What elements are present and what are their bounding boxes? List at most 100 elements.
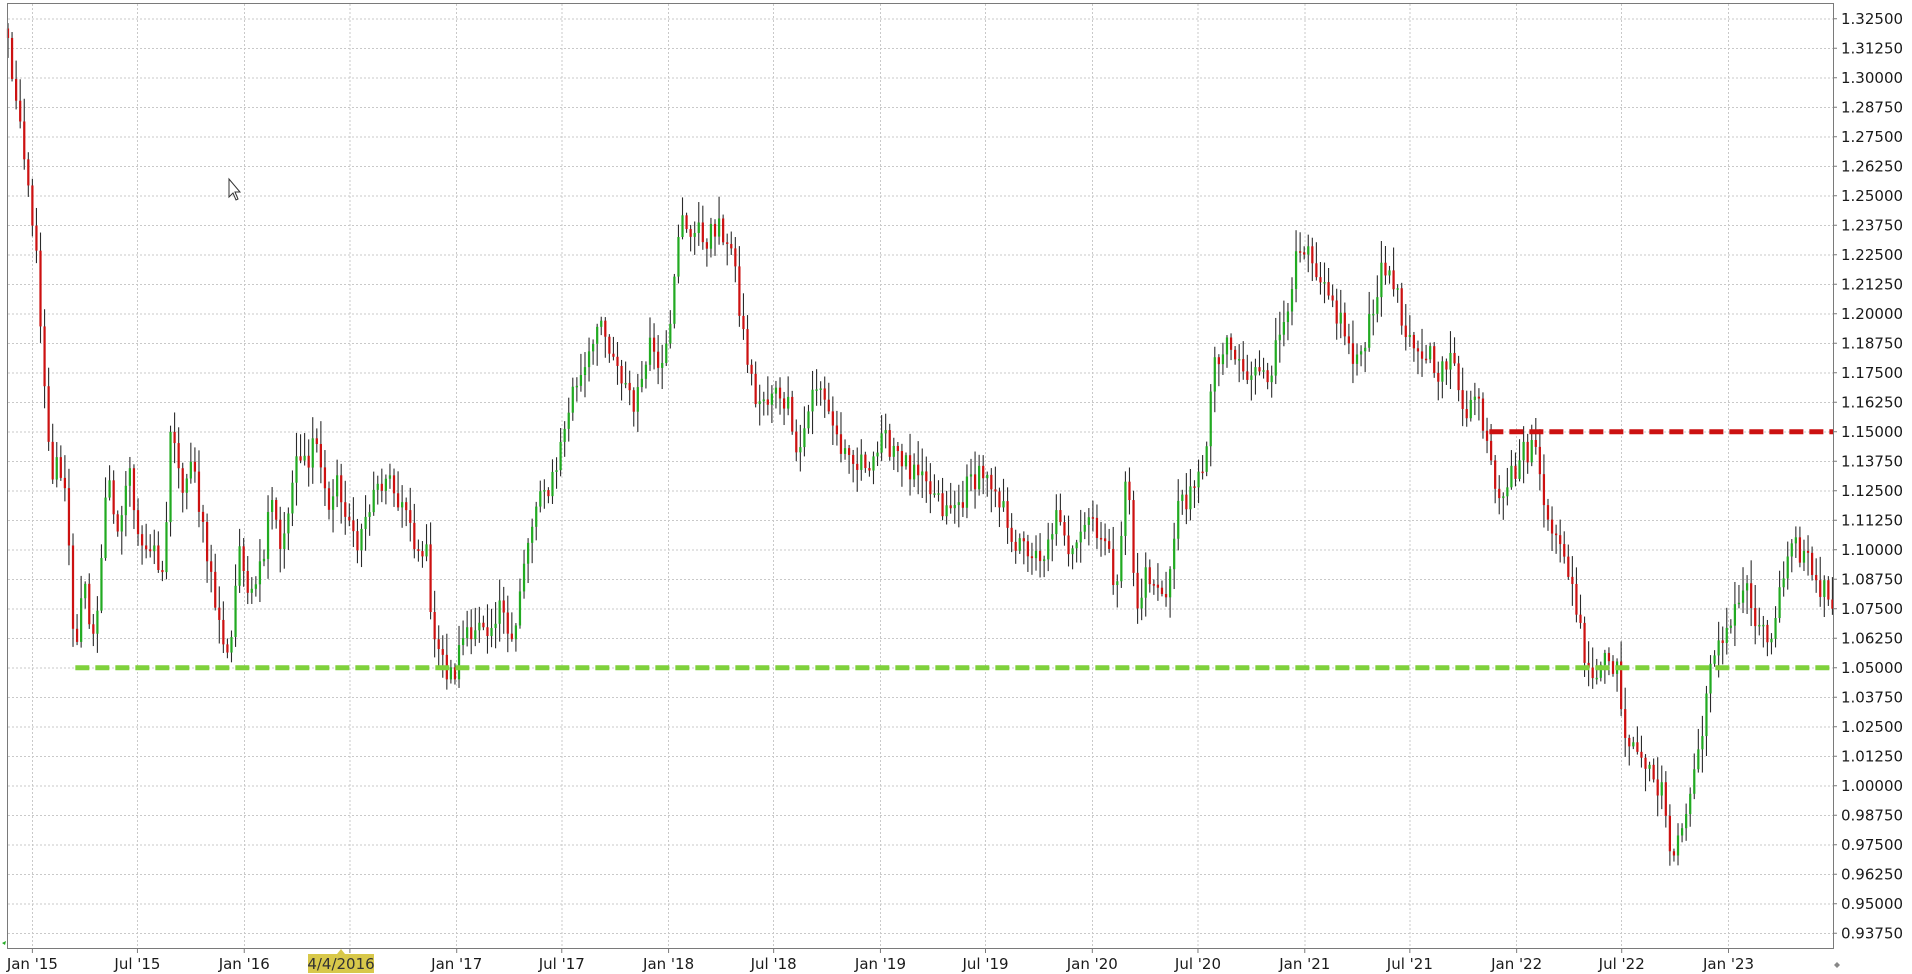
bull-candle bbox=[1774, 606, 1777, 648]
candle-body bbox=[1335, 300, 1338, 324]
candle-body bbox=[1043, 559, 1046, 562]
bear-candle bbox=[1457, 355, 1460, 402]
candle-body bbox=[1026, 541, 1030, 557]
candle-body bbox=[189, 461, 192, 479]
candle-body bbox=[1181, 494, 1184, 501]
bear-candle bbox=[1156, 563, 1160, 601]
candle-body bbox=[1628, 737, 1631, 747]
candle-body bbox=[453, 667, 457, 680]
candle-body bbox=[1307, 246, 1310, 255]
candle-body bbox=[1051, 534, 1054, 540]
candle-body bbox=[799, 447, 802, 453]
bull-candle bbox=[957, 484, 960, 528]
candle-body bbox=[591, 343, 595, 352]
bear-candle bbox=[222, 601, 225, 654]
cursor-date-label: 4/4/2016 bbox=[307, 955, 374, 973]
bear-candle bbox=[327, 481, 331, 520]
bull-candle bbox=[1701, 715, 1704, 773]
y-tick-label: 0.98750 bbox=[1841, 806, 1903, 824]
bear-candle bbox=[1327, 267, 1330, 300]
candle-body bbox=[112, 480, 115, 515]
bear-candle bbox=[896, 441, 899, 473]
candle-body bbox=[876, 452, 879, 457]
bear-candle bbox=[413, 503, 416, 559]
candle-body bbox=[1514, 465, 1517, 479]
candle-body bbox=[978, 465, 981, 490]
bear-candle bbox=[1815, 558, 1818, 593]
bull-candle bbox=[787, 376, 790, 416]
candle-body bbox=[352, 520, 355, 532]
candle-body bbox=[917, 464, 920, 476]
candle-body bbox=[1620, 661, 1623, 710]
candle-body bbox=[730, 243, 733, 249]
bull-candle bbox=[1278, 311, 1281, 363]
candle-body bbox=[831, 411, 834, 426]
candle-body bbox=[1254, 367, 1257, 376]
bull-candle bbox=[587, 337, 591, 382]
candle-body bbox=[1656, 779, 1659, 796]
candle-body bbox=[1116, 581, 1119, 586]
bear-candle bbox=[616, 342, 619, 385]
candle-body bbox=[697, 222, 700, 233]
y-tick-label: 1.12500 bbox=[1841, 482, 1903, 500]
x-tick-label: Jan '18 bbox=[642, 955, 694, 973]
candle-body bbox=[1030, 556, 1034, 559]
candle-body bbox=[275, 499, 278, 520]
bear-candle bbox=[1579, 594, 1582, 629]
bull-candle bbox=[311, 417, 314, 484]
bull-candle bbox=[1079, 509, 1082, 563]
candle-body bbox=[965, 476, 969, 508]
candle-body bbox=[1355, 354, 1359, 364]
scroll-handle-icon[interactable] bbox=[1834, 962, 1840, 968]
candle-body bbox=[587, 351, 591, 368]
candle-body bbox=[1461, 390, 1464, 410]
candle-body bbox=[1010, 527, 1013, 542]
bear-candle bbox=[1611, 655, 1615, 677]
x-tick-label: Jan '21 bbox=[1278, 955, 1330, 973]
candle-body bbox=[1323, 282, 1326, 284]
bull-candle bbox=[677, 224, 680, 284]
y-tick-label: 1.13750 bbox=[1841, 452, 1903, 470]
candle-body bbox=[340, 475, 343, 503]
bear-candle bbox=[908, 433, 912, 496]
candle-body bbox=[1668, 815, 1672, 852]
candle-body bbox=[1380, 262, 1383, 298]
bear-candle bbox=[742, 293, 745, 340]
candle-body bbox=[1108, 541, 1111, 549]
candle-body bbox=[307, 455, 310, 468]
candle-body bbox=[1465, 409, 1468, 419]
bull-candle bbox=[478, 606, 481, 643]
y-tick-label: 1.10000 bbox=[1841, 541, 1903, 559]
candle-body bbox=[583, 367, 587, 376]
candle-body bbox=[1148, 567, 1151, 585]
candle-body bbox=[604, 320, 607, 337]
bull-candle bbox=[1364, 341, 1367, 373]
bear-candle bbox=[1559, 519, 1562, 563]
bull-candle bbox=[1823, 575, 1826, 618]
bear-candle bbox=[823, 376, 826, 418]
candle-body bbox=[1424, 358, 1428, 361]
bear-candle bbox=[275, 497, 278, 529]
y-tick-label: 1.30000 bbox=[1841, 69, 1903, 87]
candle-body bbox=[1636, 742, 1639, 752]
bear-candle bbox=[149, 534, 152, 558]
bear-candle bbox=[1567, 544, 1570, 580]
bull-candle bbox=[1144, 552, 1147, 617]
bull-candle bbox=[624, 361, 627, 389]
bull-candle bbox=[494, 602, 497, 649]
candle-body bbox=[1055, 510, 1058, 535]
bull-candle bbox=[1221, 342, 1225, 375]
candle-body bbox=[1701, 736, 1704, 750]
candle-body bbox=[807, 411, 810, 429]
candle-body bbox=[1303, 252, 1306, 255]
bear-candle bbox=[1485, 417, 1489, 454]
candle-body bbox=[429, 544, 432, 613]
candle-body bbox=[71, 545, 75, 629]
bull-candle bbox=[1705, 685, 1708, 756]
x-tick-label: Jan '19 bbox=[854, 955, 906, 973]
candle-body bbox=[457, 645, 461, 680]
candle-body bbox=[210, 561, 213, 572]
candle-body bbox=[766, 399, 769, 405]
candle-body bbox=[1538, 446, 1541, 475]
bear-candle bbox=[925, 456, 928, 503]
